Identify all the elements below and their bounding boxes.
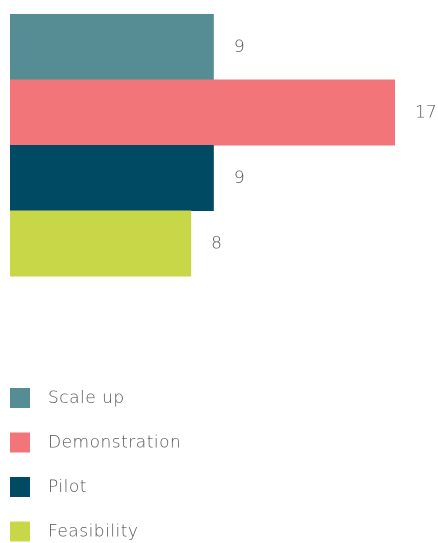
bar <box>10 210 192 277</box>
legend-label: Demonstration <box>48 433 181 453</box>
legend-swatch <box>10 521 30 542</box>
value-label: 9 <box>234 37 245 57</box>
value-label: 9 <box>234 168 245 188</box>
legend-label: Feasibility <box>48 522 139 542</box>
value-label: 8 <box>211 233 222 253</box>
legend-swatch <box>10 432 30 453</box>
legend-label: Pilot <box>48 477 87 497</box>
legend-swatch <box>10 388 30 408</box>
legend-label: Scale up <box>48 388 125 408</box>
value-label: 17 <box>415 102 437 122</box>
bar <box>10 145 214 211</box>
legend-swatch <box>10 477 30 497</box>
bar <box>10 14 214 80</box>
bar <box>10 79 395 146</box>
